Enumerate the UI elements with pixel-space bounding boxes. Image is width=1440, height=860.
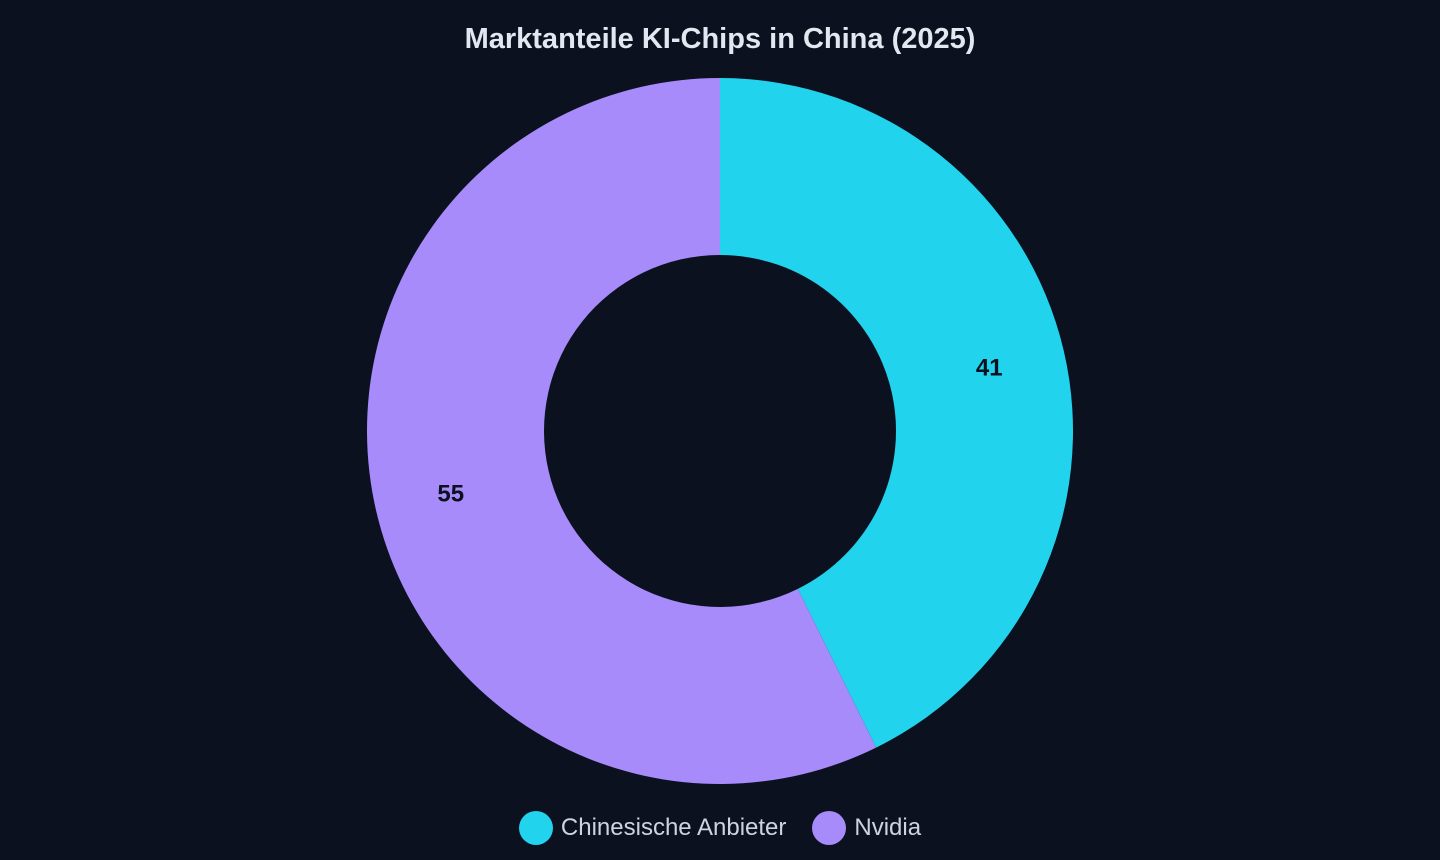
- slice-nvidia: [366, 78, 877, 785]
- chart-title: Marktanteile KI-Chips in China (2025): [464, 23, 976, 55]
- legend-label: Nvidia: [854, 814, 922, 841]
- legend-label: Chinesische Anbieter: [560, 814, 787, 841]
- legend-item[interactable]: Nvidia: [812, 811, 921, 845]
- slice-value-label: 41: [976, 355, 1003, 382]
- slice-value-label: 55: [437, 480, 464, 507]
- legend-swatch: [518, 811, 553, 845]
- slice-chinesische-anbieter: [720, 78, 1073, 748]
- chart-legend: Chinesische Anbieter Nvidia: [0, 810, 1440, 846]
- legend-item[interactable]: Chinesische Anbieter: [518, 811, 787, 845]
- legend-swatch: [812, 811, 847, 845]
